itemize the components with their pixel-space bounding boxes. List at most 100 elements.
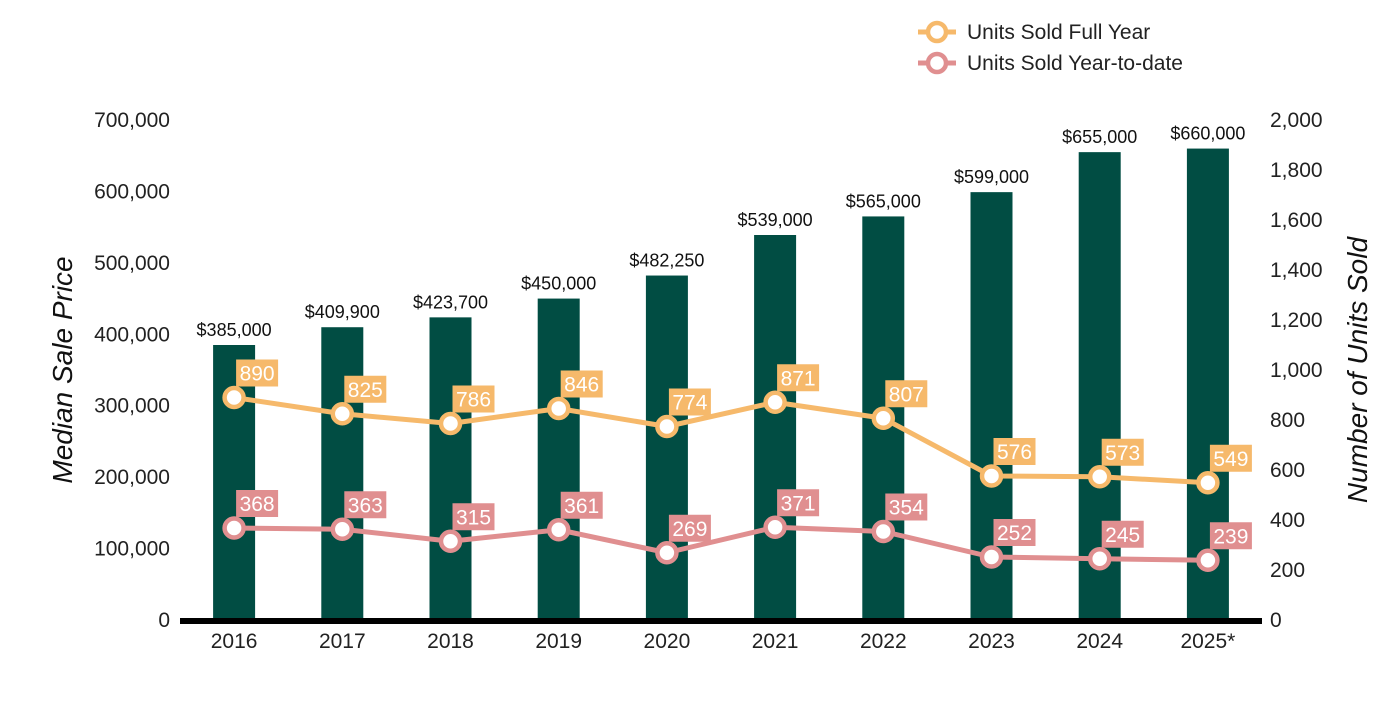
point-label-box <box>1101 520 1144 548</box>
y-tick-label: 100,000 <box>94 538 170 561</box>
bar <box>645 275 688 620</box>
y2-tick-label: 1,000 <box>1270 359 1323 382</box>
series-marker <box>222 516 246 540</box>
series-line <box>233 395 1209 486</box>
point-label: 245 <box>1105 524 1140 547</box>
series-marker <box>871 406 896 430</box>
series-marker <box>655 541 679 565</box>
bar-value-label: $409,900 <box>305 302 380 322</box>
series-marker <box>546 396 571 421</box>
y2-axis-title: Number of Units Sold <box>1342 236 1373 504</box>
bar-value-label: $565,000 <box>846 191 921 211</box>
x-tick-label: 2023 <box>968 630 1015 653</box>
point-label-box <box>452 385 495 413</box>
point-label-box <box>777 489 820 517</box>
y2-tick-label: 200 <box>1270 559 1305 582</box>
point-label-box <box>344 491 387 519</box>
series-marker <box>979 464 1004 488</box>
point-label-box <box>560 370 603 398</box>
series-marker <box>871 519 896 544</box>
point-label: 846 <box>564 374 599 397</box>
series-marker <box>763 390 787 414</box>
point-label: 573 <box>1105 442 1140 465</box>
point-label: 549 <box>1213 448 1248 471</box>
point-label-box <box>452 503 495 531</box>
point-label: 807 <box>889 383 924 406</box>
bar <box>754 235 797 620</box>
bar-value-label: $599,000 <box>954 167 1029 187</box>
series-marker <box>1087 465 1112 489</box>
bar-value-label: $450,000 <box>521 274 596 294</box>
point-label-box <box>344 375 387 403</box>
point-label-box <box>993 519 1036 546</box>
y2-tick-label: 2,000 <box>1270 109 1323 132</box>
legend: Units Sold Full Year Units Sold Year-to-d… <box>918 20 1183 75</box>
x-tick-label: 2025* <box>1180 630 1235 653</box>
series-marker <box>222 385 246 410</box>
point-label-box <box>668 388 711 416</box>
point-label: 363 <box>348 494 383 517</box>
y-tick-label: 500,000 <box>94 252 170 275</box>
lines-layer: 890 825 786 846 774 871 807 576 573 549 368 363 315 3… <box>222 359 1252 572</box>
series-marker <box>979 545 1004 569</box>
y2-tick-label: 1,800 <box>1270 159 1323 182</box>
legend-marker <box>925 51 949 75</box>
y-tick-label: 400,000 <box>94 323 170 346</box>
series-marker <box>330 517 355 541</box>
point-label: 252 <box>997 522 1032 545</box>
x-tick-label: 2020 <box>644 630 691 653</box>
bar <box>537 298 580 620</box>
bar-value-label: $539,000 <box>738 210 813 230</box>
y-tick-label: 0 <box>158 609 170 632</box>
bar <box>321 327 364 620</box>
y-tick-label: 600,000 <box>94 180 170 203</box>
point-label: 239 <box>1213 525 1248 548</box>
series-marker <box>438 529 463 553</box>
bar-value-label: $385,000 <box>197 320 272 340</box>
y2-tick-label: 800 <box>1270 409 1305 432</box>
legend-marker <box>925 20 949 44</box>
point-label-box <box>993 438 1036 465</box>
point-label: 315 <box>456 506 491 529</box>
point-label: 871 <box>781 367 816 390</box>
point-label-box <box>236 359 279 387</box>
point-label: 825 <box>348 379 383 402</box>
x-tick-label: 2019 <box>535 630 582 653</box>
point-label: 371 <box>781 492 816 515</box>
axis-layer: 0 100,000 200,000 300,000 400,000 500,000 600,… <box>47 109 1373 653</box>
x-tick-label: 2024 <box>1076 630 1123 653</box>
point-label-box <box>885 493 928 521</box>
x-tick-label: 2017 <box>319 630 366 653</box>
series-line <box>234 524 1208 563</box>
point-label-box <box>1101 438 1144 466</box>
y-tick-label: 300,000 <box>94 395 170 418</box>
x-tick-label: 2016 <box>211 630 258 653</box>
point-label-box <box>560 491 603 519</box>
y-axis-title: Median Sale Price <box>47 256 78 483</box>
point-label-box <box>885 380 928 408</box>
bar-value-label: $482,250 <box>629 251 704 271</box>
y-tick-label: 700,000 <box>94 109 170 132</box>
y2-tick-label: 1,200 <box>1270 309 1323 332</box>
bars-layer: $385,000 $409,900 $423,700 $450,000 $482,250… <box>197 124 1245 621</box>
point-label-box <box>668 514 711 542</box>
series-marker <box>763 515 787 539</box>
series-marker <box>330 402 355 426</box>
series-marker <box>655 414 679 439</box>
bar-value-label: $655,000 <box>1062 127 1137 147</box>
y2-tick-label: 400 <box>1270 509 1305 532</box>
point-label: 361 <box>564 495 599 518</box>
x-tick-label: 2018 <box>427 630 474 653</box>
bar-value-label: $423,700 <box>413 292 488 312</box>
series-marker <box>546 518 571 542</box>
y2-tick-label: 600 <box>1270 459 1305 482</box>
series-marker <box>1087 547 1112 571</box>
x-tick-label: 2022 <box>860 630 907 653</box>
legend-label: Units Sold Year-to-date <box>967 52 1183 75</box>
point-label: 368 <box>240 493 275 516</box>
point-label-box <box>777 364 820 392</box>
bar-value-label: $660,000 <box>1170 124 1245 144</box>
series-marker <box>438 411 463 436</box>
